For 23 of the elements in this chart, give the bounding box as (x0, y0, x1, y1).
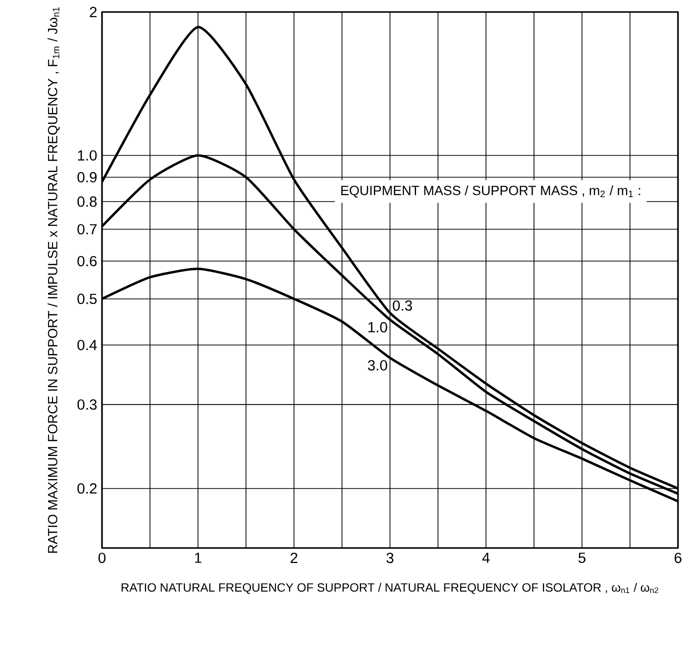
x-tick-label: 6 (674, 552, 682, 564)
x-tick-label: 1 (195, 552, 202, 563)
y-tick-label: 0.2 (77, 483, 97, 494)
x-axis-title: RATIO NATURAL FREQUENCY OF SUPPORT / NATURAL FREQUENCY OF ISOLATOR , ω$_{n1}$ / ω$_{n2}$ (122, 582, 658, 594)
y-tick-label: 0.8 (77, 196, 97, 207)
series-label: 0.3 (392, 300, 412, 311)
series-label: 1.0 (368, 322, 388, 332)
x-tick-label: 3 (386, 552, 394, 564)
y-axis-title: RATIO MAXIMUM FORCE IN SUPPORT / IMPULSE x NATURAL FREQUENCY , F$_{1m}$ / Jω$_{n1}$ (48, 7, 60, 553)
y-tick-label: 1.0 (78, 150, 97, 161)
x-tick-label: 2 (290, 552, 298, 563)
y-tick-label: 0.9 (77, 172, 97, 182)
y-tick-label: 0.4 (77, 340, 97, 350)
y-tick-label: 0.6 (77, 256, 97, 266)
x-tick-label: 5 (578, 552, 586, 563)
x-tick-label: 4 (482, 552, 490, 563)
legend-title: EQUIPMENT MASS / SUPPORT MASS , m$_{2}$ / m$_{1}$ : (341, 185, 640, 198)
x-tick-label: 0 (98, 552, 106, 564)
y-tick-label: 0.3 (77, 399, 97, 410)
series-label: 3.0 (368, 360, 388, 371)
y-tick-label: 0.7 (77, 224, 97, 234)
y-tick-label: 2 (90, 6, 97, 18)
y-tick-label: 0.5 (77, 294, 97, 304)
